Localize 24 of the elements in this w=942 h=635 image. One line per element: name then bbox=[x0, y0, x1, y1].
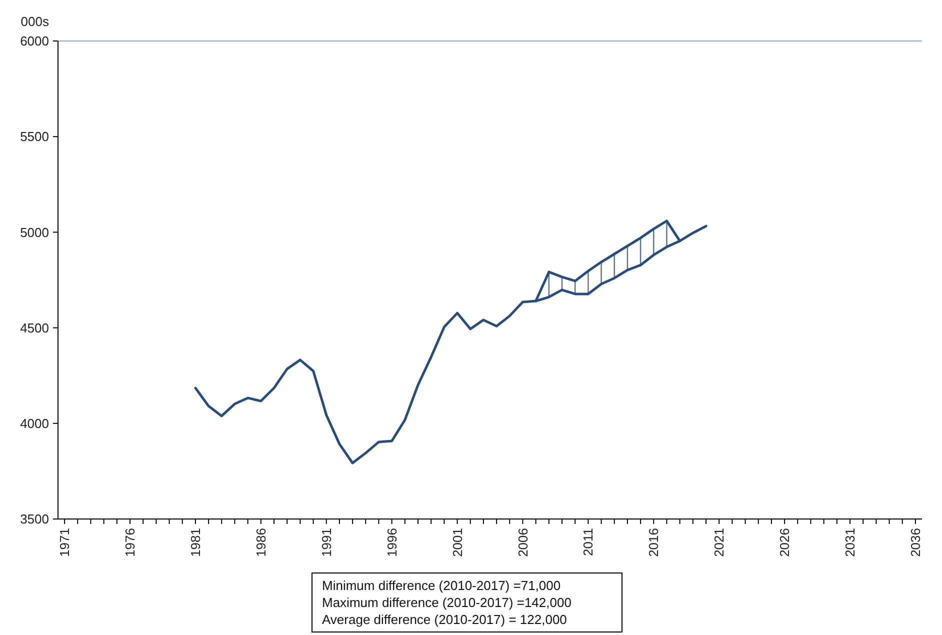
y-axis-title: 000s bbox=[20, 14, 50, 29]
x-tick-label: 2026 bbox=[777, 528, 792, 557]
x-tick-label: 2006 bbox=[515, 528, 530, 557]
y-tick-label: 5500 bbox=[20, 129, 49, 144]
x-tick-label: 2036 bbox=[908, 528, 924, 557]
x-tick-label: 2016 bbox=[646, 528, 662, 557]
y-tick-label: 5000 bbox=[20, 224, 49, 240]
text: Minimum difference (2010-2017) =71,000 bbox=[322, 578, 561, 593]
x-tick-label: 2011 bbox=[580, 528, 596, 556]
x-tick-label: 1991 bbox=[318, 528, 334, 557]
x-tick-label: 1996 bbox=[384, 528, 400, 557]
y-tick-label: 4000 bbox=[20, 416, 49, 431]
y-tick-label: 3500 bbox=[20, 512, 49, 527]
x-tick-label: 1976 bbox=[122, 528, 138, 557]
y-tick-label: 6000 bbox=[20, 34, 49, 49]
x-tick-label: 1986 bbox=[253, 528, 268, 557]
x-tick-label: 2001 bbox=[450, 528, 465, 557]
x-tick-label: 2021 bbox=[712, 528, 727, 557]
y-tick-label: 4500 bbox=[20, 320, 49, 336]
text: Average difference (2010-2017) = 122,000 bbox=[322, 612, 567, 627]
text: Maximum difference (2010-2017) =142,000 bbox=[322, 594, 572, 610]
x-tick-label: 2031 bbox=[842, 528, 858, 557]
x-tick-label: 1981 bbox=[188, 528, 204, 557]
x-tick-label: 1971 bbox=[57, 528, 72, 557]
